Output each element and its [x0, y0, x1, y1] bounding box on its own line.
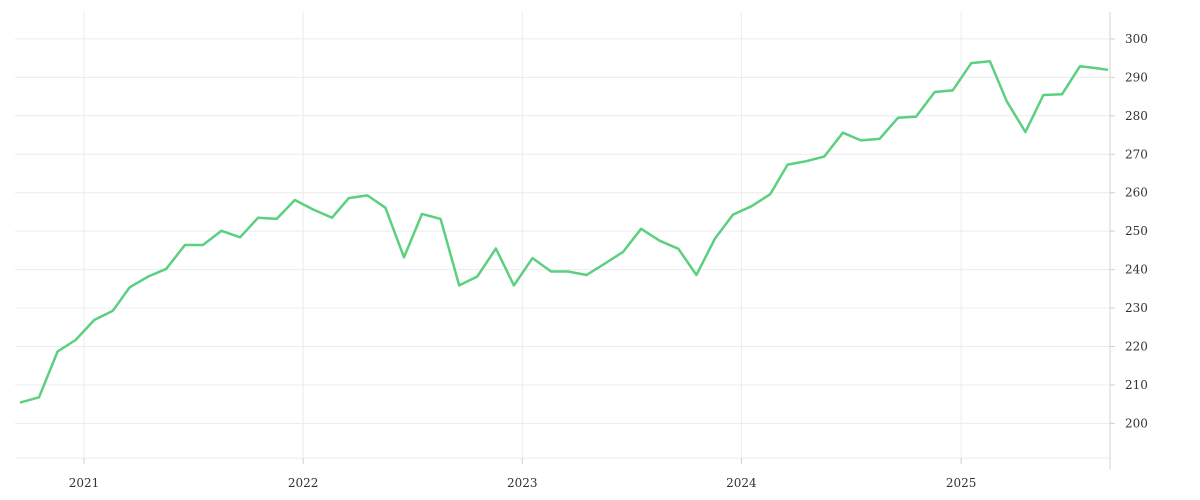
y-tick-label: 270 [1125, 147, 1148, 161]
series-layer [19, 59, 1109, 404]
x-tick-label: 2022 [288, 476, 319, 490]
x-tick-label: 2021 [69, 476, 100, 490]
x-tick-label: 2023 [507, 476, 538, 490]
y-tick-label: 280 [1125, 109, 1148, 123]
y-tick-label: 250 [1125, 224, 1148, 238]
y-tick-label: 210 [1125, 378, 1148, 392]
x-tick-label: 2024 [726, 476, 757, 490]
y-tick-label: 260 [1125, 186, 1148, 200]
y-tick-label: 220 [1125, 340, 1148, 354]
tick-labels: 200 210 220 230 240 250 260 270 280 290 300 2021 202… [69, 32, 1148, 490]
y-tick-label: 290 [1125, 70, 1148, 84]
y-tick-label: 300 [1125, 32, 1148, 46]
grid [15, 12, 1110, 459]
x-tick-label: 2025 [946, 476, 977, 490]
axes [83, 12, 1115, 470]
y-tick-label: 240 [1125, 263, 1148, 277]
y-tick-label: 200 [1125, 416, 1148, 430]
y-tick-label: 230 [1125, 301, 1148, 315]
series-line [19, 59, 1109, 404]
